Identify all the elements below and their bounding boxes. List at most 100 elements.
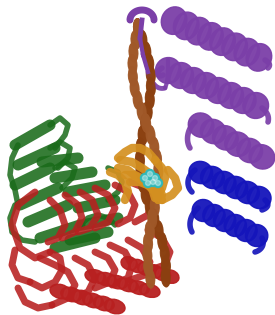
Ellipse shape [145,125,156,145]
Ellipse shape [225,132,251,156]
Ellipse shape [142,41,151,61]
Ellipse shape [188,113,214,137]
Ellipse shape [133,90,143,110]
Ellipse shape [141,113,151,133]
Ellipse shape [99,274,103,282]
Ellipse shape [145,221,154,241]
Ellipse shape [61,287,82,302]
Ellipse shape [142,245,152,265]
Ellipse shape [93,296,114,311]
Circle shape [148,177,158,186]
Ellipse shape [107,275,128,289]
Ellipse shape [133,90,142,110]
Ellipse shape [72,290,93,305]
Ellipse shape [142,113,151,133]
Ellipse shape [161,255,171,275]
Ellipse shape [97,298,100,306]
Ellipse shape [246,43,272,71]
Ellipse shape [133,18,142,38]
Ellipse shape [230,88,256,113]
Ellipse shape [228,135,235,147]
Ellipse shape [234,91,240,105]
Ellipse shape [138,30,147,49]
Ellipse shape [130,78,140,98]
Ellipse shape [138,174,147,193]
Ellipse shape [145,197,154,217]
Ellipse shape [148,266,152,274]
Ellipse shape [205,207,212,219]
Circle shape [153,179,163,187]
Ellipse shape [133,18,143,38]
Ellipse shape [86,295,89,303]
Ellipse shape [133,18,143,38]
Ellipse shape [136,138,146,158]
Ellipse shape [145,221,155,241]
Ellipse shape [145,197,155,217]
Ellipse shape [135,150,144,169]
Ellipse shape [186,17,211,45]
Ellipse shape [168,63,194,89]
Ellipse shape [209,81,215,95]
Ellipse shape [129,42,138,62]
Ellipse shape [148,209,157,229]
Ellipse shape [235,220,257,242]
Ellipse shape [149,209,159,228]
Ellipse shape [153,172,163,192]
Ellipse shape [237,138,263,163]
Ellipse shape [154,160,163,180]
Ellipse shape [138,30,147,49]
Ellipse shape [161,255,170,275]
Ellipse shape [137,102,146,122]
Ellipse shape [141,113,150,133]
Ellipse shape [203,204,225,226]
Ellipse shape [141,185,151,205]
Ellipse shape [143,233,153,253]
Ellipse shape [237,42,244,57]
Ellipse shape [117,278,138,292]
Ellipse shape [152,148,162,168]
Ellipse shape [154,172,163,192]
Ellipse shape [75,292,78,300]
Ellipse shape [236,181,259,204]
Ellipse shape [121,280,124,287]
Ellipse shape [138,174,147,193]
Ellipse shape [160,243,170,263]
Circle shape [142,175,147,180]
Ellipse shape [249,47,257,62]
Ellipse shape [174,12,199,40]
Ellipse shape [154,267,171,281]
Circle shape [150,180,155,185]
Ellipse shape [157,232,167,252]
Ellipse shape [146,65,155,85]
Ellipse shape [216,212,222,224]
Ellipse shape [143,245,152,265]
Ellipse shape [221,86,228,100]
Ellipse shape [141,185,150,205]
Ellipse shape [251,189,256,201]
Ellipse shape [210,28,235,55]
Ellipse shape [128,42,139,62]
Circle shape [145,180,150,186]
Circle shape [153,175,158,180]
Ellipse shape [215,174,221,186]
Ellipse shape [163,270,179,284]
Ellipse shape [161,7,187,34]
Ellipse shape [136,162,145,181]
Ellipse shape [224,215,246,237]
Ellipse shape [225,37,232,52]
Ellipse shape [189,21,196,36]
Ellipse shape [150,209,159,228]
Ellipse shape [201,26,208,42]
Ellipse shape [129,259,146,273]
Ellipse shape [205,77,231,103]
Ellipse shape [196,76,203,90]
Ellipse shape [136,162,145,181]
Circle shape [145,169,155,179]
Ellipse shape [130,78,139,98]
Ellipse shape [140,264,144,271]
Ellipse shape [146,77,155,97]
Ellipse shape [222,33,248,61]
Ellipse shape [204,122,211,135]
Ellipse shape [247,186,271,209]
Ellipse shape [216,128,223,141]
